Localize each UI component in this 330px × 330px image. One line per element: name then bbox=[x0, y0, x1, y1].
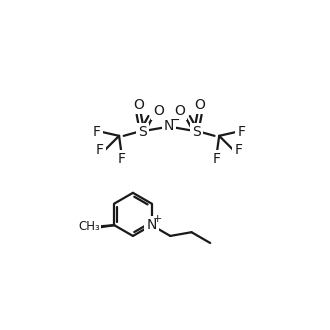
Text: O: O bbox=[194, 98, 205, 112]
Text: F: F bbox=[213, 152, 221, 166]
Text: CH₃: CH₃ bbox=[78, 220, 100, 233]
Text: F: F bbox=[93, 125, 101, 139]
Text: O: O bbox=[175, 104, 185, 118]
Text: +: + bbox=[153, 214, 162, 224]
Text: O: O bbox=[153, 104, 164, 118]
Text: −: − bbox=[169, 114, 180, 127]
Text: F: F bbox=[117, 152, 125, 166]
Text: N: N bbox=[147, 218, 157, 232]
Text: O: O bbox=[133, 98, 144, 112]
Text: F: F bbox=[238, 125, 246, 139]
Text: CH₃: CH₃ bbox=[77, 221, 99, 234]
Text: F: F bbox=[234, 143, 243, 157]
Text: N: N bbox=[164, 119, 174, 133]
Text: S: S bbox=[138, 125, 147, 139]
Text: S: S bbox=[192, 125, 200, 139]
Text: F: F bbox=[96, 143, 104, 157]
